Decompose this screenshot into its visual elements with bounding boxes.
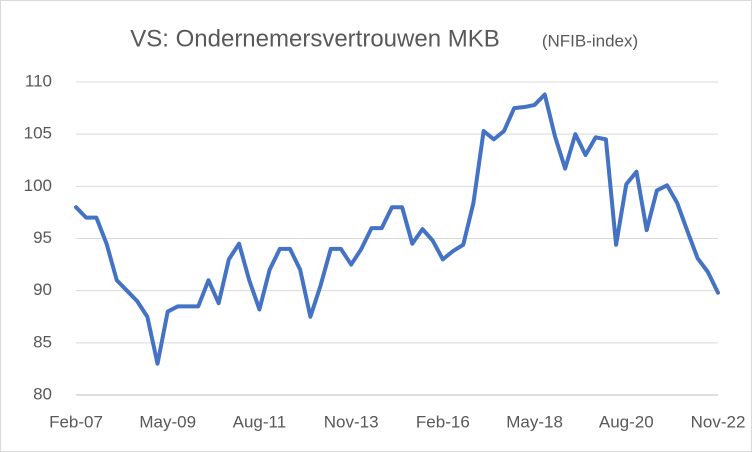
y-tick-label: 105 xyxy=(24,124,52,143)
y-tick-label: 85 xyxy=(33,332,52,351)
y-tick-label: 110 xyxy=(25,71,52,90)
chart-title: VS: Ondernemersvertrouwen MKB xyxy=(130,25,499,52)
x-tick-label: Feb-16 xyxy=(416,412,470,431)
x-tick-label: May-18 xyxy=(506,412,563,431)
x-tick-label: Feb-07 xyxy=(49,412,103,431)
y-tick-label: 80 xyxy=(33,384,52,403)
y-tick-label: 90 xyxy=(33,280,52,299)
x-tick-label: Aug-11 xyxy=(233,412,287,431)
data-line xyxy=(74,92,720,366)
x-tick-label: Nov-13 xyxy=(324,412,379,431)
y-tick-label: 95 xyxy=(33,228,52,247)
x-tick-label: Aug-20 xyxy=(599,412,654,431)
y-tick-label: 100 xyxy=(24,176,52,195)
x-tick-label: Nov-22 xyxy=(691,412,746,431)
x-tick-label: May-09 xyxy=(139,412,196,431)
chart-subtitle: (NFIB-index) xyxy=(542,31,638,50)
